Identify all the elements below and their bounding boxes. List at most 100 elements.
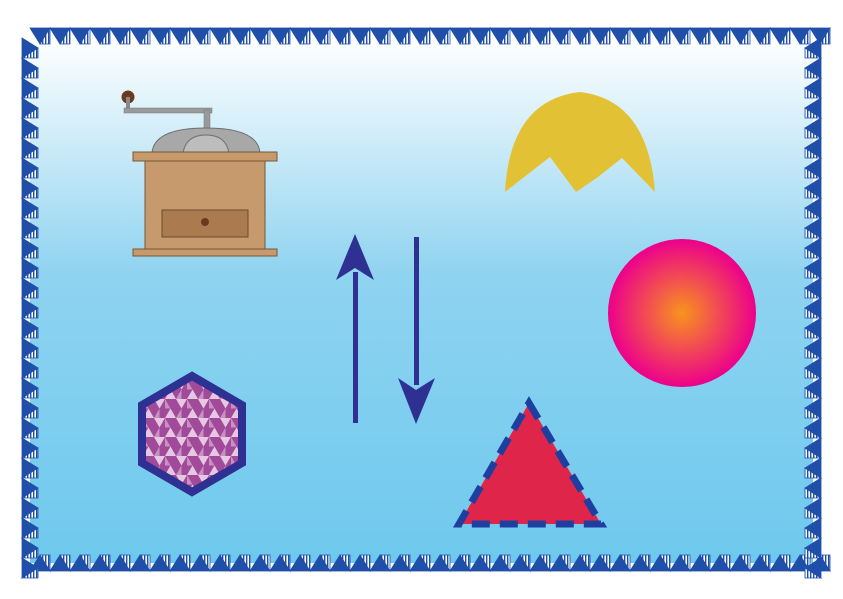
border-tooth <box>219 554 231 573</box>
border-tooth <box>639 26 651 45</box>
border-tooth <box>20 207 39 219</box>
border-tooth <box>419 26 431 45</box>
border-tooth <box>599 26 611 45</box>
border-tooth <box>779 554 791 573</box>
border-tooth <box>804 407 823 419</box>
border-tooth <box>179 26 191 45</box>
border-tooth <box>20 487 39 499</box>
border-tooth <box>259 26 271 45</box>
pink-orange-circle-icon <box>608 239 756 387</box>
border-tooth <box>20 307 39 319</box>
border-tooth <box>199 554 211 573</box>
border-tooth <box>439 554 451 573</box>
border-tooth <box>199 26 211 45</box>
border-tooth <box>119 554 131 573</box>
border-tooth <box>804 427 823 439</box>
border-tooth <box>239 554 251 573</box>
coffee-grinder-icon <box>121 90 278 257</box>
border-tooth <box>179 554 191 573</box>
border-tooth <box>804 207 823 219</box>
border-tooth <box>804 567 823 579</box>
border-tooth <box>519 554 531 573</box>
border-tooth <box>579 554 591 573</box>
border-tooth <box>804 267 823 279</box>
border-tooth <box>20 107 39 119</box>
border-tooth <box>539 554 551 573</box>
border-tooth <box>299 554 311 573</box>
border-tooth <box>20 287 39 299</box>
border-tooth <box>259 554 271 573</box>
border-tooth <box>479 554 491 573</box>
border-tooth <box>819 26 831 45</box>
border-tooth <box>479 26 491 45</box>
border-tooth <box>359 554 371 573</box>
border-tooth <box>20 467 39 479</box>
border-tooth <box>319 26 331 45</box>
border-tooth <box>20 87 39 99</box>
border-tooth <box>20 547 39 559</box>
border-tooth <box>20 367 39 379</box>
border-tooth <box>299 26 311 45</box>
border-tooth <box>20 447 39 459</box>
border-tooth <box>699 26 711 45</box>
border-tooth <box>804 187 823 199</box>
border-tooth <box>804 127 823 139</box>
border-tooth <box>399 554 411 573</box>
border-tooth <box>20 247 39 259</box>
border-tooth <box>804 507 823 519</box>
border-tooth <box>39 26 51 45</box>
border-tooth <box>59 26 71 45</box>
border-tooth <box>339 26 351 45</box>
border-tooth <box>499 26 511 45</box>
border-tooth <box>20 127 39 139</box>
border-tooth <box>139 554 151 573</box>
border-tooth <box>99 26 111 45</box>
border-tooth <box>804 327 823 339</box>
border-tooth <box>559 554 571 573</box>
border-tooth <box>819 554 831 573</box>
border-tooth <box>419 554 431 573</box>
border-tooth <box>459 26 471 45</box>
triangle-icon <box>452 396 608 528</box>
border-tooth <box>804 287 823 299</box>
border-tooth <box>99 554 111 573</box>
zigzag-border <box>20 26 831 579</box>
border-tooth <box>719 26 731 45</box>
border-tooth <box>779 26 791 45</box>
border-tooth <box>79 554 91 573</box>
border-tooth <box>139 26 151 45</box>
border-tooth <box>20 187 39 199</box>
border-tooth <box>559 26 571 45</box>
border-tooth <box>759 26 771 45</box>
border-tooth <box>804 527 823 539</box>
border-tooth <box>539 26 551 45</box>
border-tooth <box>499 554 511 573</box>
border-tooth <box>219 26 231 45</box>
border-tooth <box>20 347 39 359</box>
up-arrow-icon <box>336 234 374 423</box>
border-tooth <box>20 227 39 239</box>
border-tooth <box>739 554 751 573</box>
border-tooth <box>804 167 823 179</box>
border-tooth <box>804 247 823 259</box>
border-tooth <box>599 554 611 573</box>
border-tooth <box>804 307 823 319</box>
border-tooth <box>804 387 823 399</box>
border-tooth <box>279 26 291 45</box>
border-tooth <box>804 447 823 459</box>
border-tooth <box>799 26 811 45</box>
border-tooth <box>804 227 823 239</box>
border-tooth <box>719 554 731 573</box>
border-tooth <box>20 387 39 399</box>
border-tooth <box>804 67 823 79</box>
border-tooth <box>20 67 39 79</box>
border-tooth <box>399 26 411 45</box>
border-tooth <box>459 554 471 573</box>
border-tooth <box>639 554 651 573</box>
border-tooth <box>39 554 51 573</box>
border-tooth <box>20 567 39 579</box>
border-tooth <box>659 26 671 45</box>
border-tooth <box>439 26 451 45</box>
border-tooth <box>20 167 39 179</box>
border-tooth <box>804 107 823 119</box>
